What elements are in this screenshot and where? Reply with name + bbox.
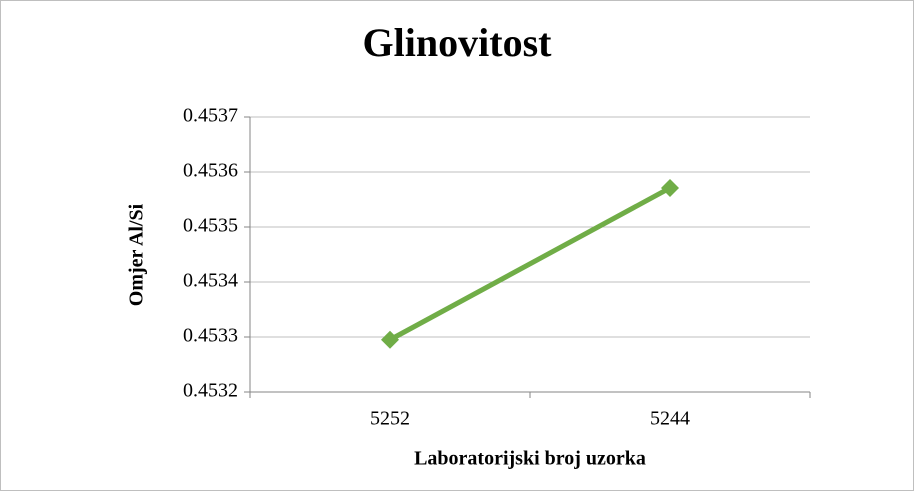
data-point [661,178,679,197]
x-axis-label: Laboratorijski broj uzorka [414,448,646,470]
data-point [381,330,399,349]
y-tick-label: 0.4537 [183,105,238,127]
chart-title: Glinovitost [363,20,553,65]
y-tick-label: 0.4533 [183,325,238,347]
y-tick-label: 0.4535 [183,215,238,237]
y-tick-label: 0.4536 [183,160,238,182]
series-line [388,185,672,342]
x-tick-label: 5252 [370,408,410,430]
y-tick-label: 0.4532 [183,380,238,402]
y-tick-label: 0.4534 [183,270,238,292]
x-tick-label: 5244 [650,408,690,430]
y-axis-label: Omjer Al/Si [126,203,148,306]
